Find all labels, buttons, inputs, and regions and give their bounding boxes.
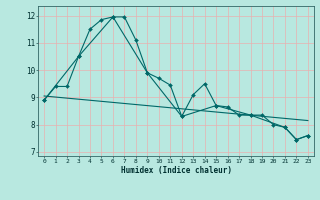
X-axis label: Humidex (Indice chaleur): Humidex (Indice chaleur) [121, 166, 231, 175]
